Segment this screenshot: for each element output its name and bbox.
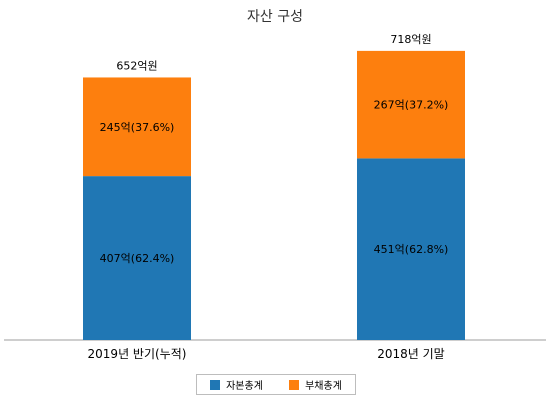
bar-equity-0	[83, 176, 191, 340]
total-label-0: 652억원	[116, 59, 157, 72]
data-label-liabilities-1: 267억(37.2%)	[374, 99, 449, 112]
legend-item-liabilities[interactable]: 부채총계	[289, 377, 342, 392]
category-label-1: 2018년 기말	[377, 347, 444, 361]
data-label-liabilities-0: 245억(37.6%)	[100, 121, 175, 134]
legend-swatch-equity	[210, 379, 221, 390]
legend-label-liabilities: 부채총계	[305, 381, 342, 392]
data-label-equity-0: 407억(62.4%)	[100, 252, 175, 265]
bar-liabilities-1	[357, 50, 465, 159]
legend-swatch-liabilities	[289, 379, 300, 390]
total-label-1: 718억원	[390, 33, 431, 46]
legend-item-equity[interactable]: 자본총계	[210, 377, 263, 392]
data-label-equity-1: 451억(62.8%)	[374, 243, 449, 256]
bar-equity-1	[357, 158, 465, 340]
bar-liabilities-0	[83, 77, 191, 177]
chart-title: 자산 구성	[247, 9, 303, 25]
legend-label-equity: 자본총계	[226, 381, 263, 392]
legend: 자본총계 부채총계	[196, 374, 356, 395]
category-label-0: 2019년 반기(누적)	[88, 347, 187, 361]
